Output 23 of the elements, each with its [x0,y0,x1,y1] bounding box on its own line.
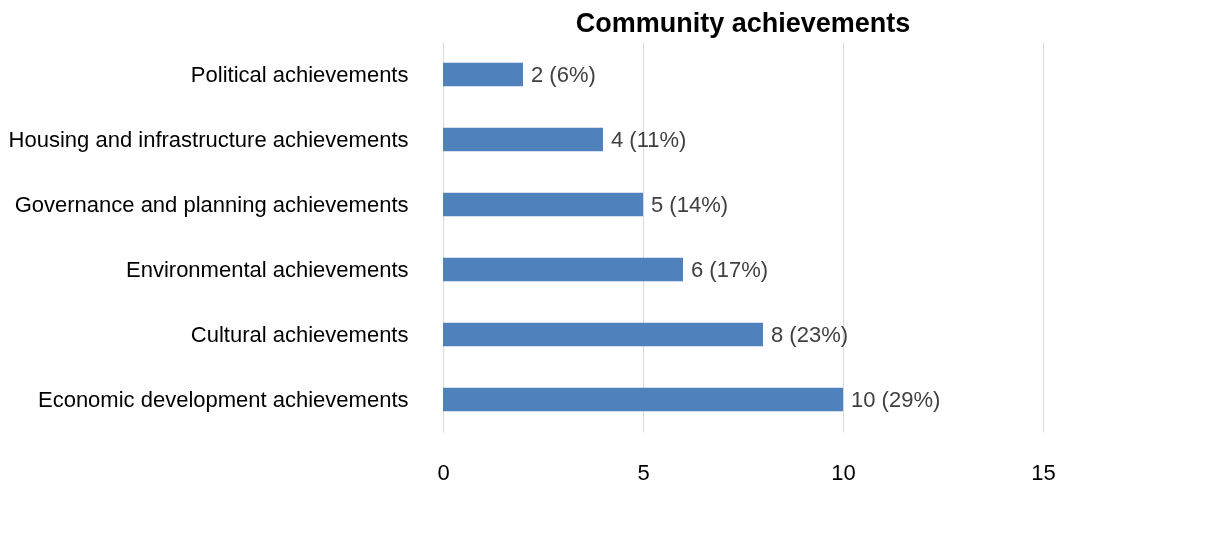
y-tick-label: Housing and infrastructure achievements [8,126,409,152]
x-tick-label: 5 [637,459,650,485]
x-tick-label: 0 [437,459,450,485]
y-tick-label: Cultural achievements [190,321,409,347]
bar [443,387,843,412]
data-label: 10 (29%) [851,386,941,412]
bar [443,62,523,87]
data-label: 5 (14%) [651,191,729,217]
y-tick-label: Environmental achievements [126,256,409,282]
bar [443,192,643,217]
data-label: 4 (11%) [611,126,687,152]
y-tick-label: Political achievements [190,61,409,87]
bar [443,127,603,152]
x-tick-label: 15 [1031,459,1056,485]
y-tick-label: Economic development achievements [37,386,409,412]
x-tick-label: 10 [831,459,856,485]
chart-title: Community achievements [575,8,911,38]
bar [443,257,683,282]
data-label: 2 (6%) [531,61,596,87]
data-label: 8 (23%) [771,321,849,347]
y-tick-label: Governance and planning achievements [14,191,409,217]
data-label: 6 (17%) [691,256,769,282]
bar [443,322,763,347]
